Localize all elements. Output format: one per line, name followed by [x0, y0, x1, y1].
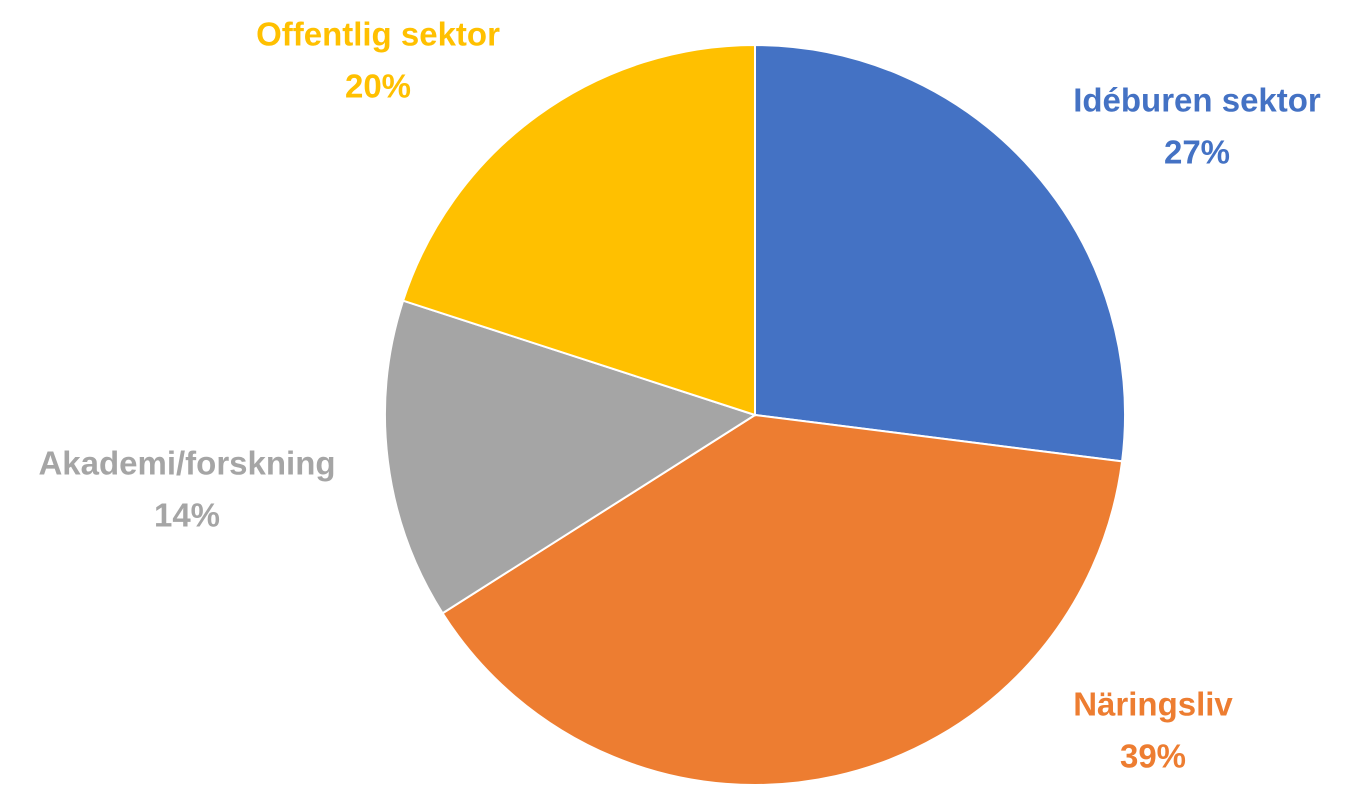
slice-value-label-akademi-forskning: 14% [154, 497, 220, 534]
slice-value-label-offentlig-sektor: 20% [345, 68, 411, 105]
pie-slice-ideburen-sektor [754, 43, 1126, 463]
pie-slice-naringsliv [441, 413, 1124, 785]
slice-value-label-naringsliv: 39% [1120, 738, 1186, 775]
slice-label-akademi-forskning: Akademi/forskning [38, 445, 335, 482]
slice-label-offentlig-sektor: Offentlig sektor [256, 16, 500, 53]
slice-label-ideburen-sektor: Idéburen sektor [1073, 82, 1321, 119]
pie-slice-offentlig-sektor [401, 43, 756, 417]
pie-slice-akademi-forskning [384, 299, 758, 615]
slice-value-label-ideburen-sektor: 27% [1164, 134, 1230, 171]
slice-label-naringsliv: Näringsliv [1073, 686, 1233, 723]
pie-slices [384, 43, 1126, 785]
pie-labels: Idéburen sektor 27% Näringsliv 39% Akademi/f… [38, 16, 1320, 775]
